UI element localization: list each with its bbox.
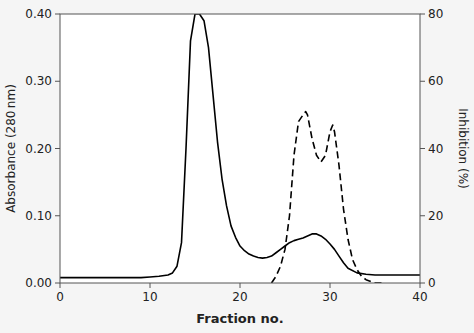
y2-tick: [420, 148, 425, 149]
y-tick: [55, 215, 60, 216]
y-tick: [55, 283, 60, 284]
y-tick-label: 0.20: [25, 142, 52, 156]
x-tick-label: 0: [56, 290, 64, 304]
y2-tick: [420, 14, 425, 15]
x-tick: [420, 283, 421, 288]
series-group: [60, 14, 420, 283]
y-tick: [55, 81, 60, 82]
x-tick-label: 20: [232, 290, 247, 304]
y-tick-label: 0.40: [25, 7, 52, 21]
y-tick-label: 0.10: [25, 209, 52, 223]
y2-axis-label: Inhibition (%): [456, 108, 470, 189]
x-tick: [150, 283, 151, 288]
solid-line: [60, 14, 420, 278]
y2-tick-label: 0: [428, 276, 436, 290]
chart: 0 10 20 30 40 0.00 0.10 0.20 0.30 0.40 0 20 40 60 80 Fr…: [0, 0, 474, 333]
x-tick-label: 10: [142, 290, 157, 304]
x-tick: [330, 283, 331, 288]
y2-tick-label: 60: [428, 74, 443, 88]
x-tick-label: 30: [322, 290, 337, 304]
y-tick-label: 0.30: [25, 74, 52, 88]
y2-tick-label: 20: [428, 209, 443, 223]
axes: 0 10 20 30 40 0.00 0.10 0.20 0.30 0.40 0 20 40 60 80: [25, 7, 443, 304]
dashed-line: [272, 112, 385, 283]
y2-tick-label: 40: [428, 142, 443, 156]
y2-tick-label: 80: [428, 7, 443, 21]
y-tick: [55, 14, 60, 15]
x-tick: [60, 283, 61, 288]
plot-frame: [60, 14, 420, 283]
x-tick: [240, 283, 241, 288]
y2-tick: [420, 283, 425, 284]
y-tick: [55, 148, 60, 149]
y2-tick: [420, 81, 425, 82]
y-tick-label: 0.00: [25, 276, 52, 290]
x-axis-label: Fraction no.: [196, 311, 283, 326]
background: [0, 0, 474, 333]
y-axis-label: Absorbance (280 nm): [4, 84, 18, 213]
plot-area: [60, 14, 420, 283]
y2-tick: [420, 215, 425, 216]
x-tick-label: 40: [412, 290, 427, 304]
